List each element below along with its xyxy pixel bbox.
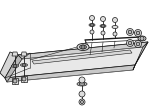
Ellipse shape: [138, 36, 146, 41]
Circle shape: [81, 45, 85, 49]
Polygon shape: [21, 52, 27, 56]
Ellipse shape: [112, 26, 118, 28]
Ellipse shape: [89, 24, 95, 27]
Polygon shape: [12, 78, 18, 84]
Circle shape: [101, 31, 105, 35]
Ellipse shape: [77, 43, 89, 51]
Circle shape: [79, 99, 85, 105]
Circle shape: [135, 29, 141, 37]
Polygon shape: [5, 42, 148, 78]
Circle shape: [80, 100, 84, 103]
Polygon shape: [5, 65, 135, 82]
Ellipse shape: [77, 82, 87, 86]
Polygon shape: [21, 76, 27, 82]
Circle shape: [22, 77, 26, 81]
Circle shape: [136, 42, 140, 46]
Circle shape: [136, 31, 140, 35]
Circle shape: [135, 41, 141, 47]
Circle shape: [100, 16, 105, 22]
Polygon shape: [5, 55, 22, 82]
Ellipse shape: [20, 64, 28, 67]
Ellipse shape: [101, 25, 105, 27]
Polygon shape: [12, 52, 18, 56]
Circle shape: [79, 77, 85, 83]
Ellipse shape: [12, 65, 19, 68]
Polygon shape: [0, 52, 18, 78]
Circle shape: [13, 79, 17, 83]
Ellipse shape: [79, 83, 85, 85]
Circle shape: [113, 32, 117, 36]
Circle shape: [128, 30, 132, 34]
Circle shape: [90, 30, 94, 34]
Ellipse shape: [13, 65, 17, 67]
Ellipse shape: [100, 25, 106, 28]
Circle shape: [79, 91, 85, 97]
Circle shape: [128, 41, 132, 45]
Circle shape: [140, 37, 144, 41]
Ellipse shape: [80, 45, 87, 49]
Polygon shape: [18, 42, 148, 59]
Circle shape: [89, 15, 95, 20]
Circle shape: [127, 28, 133, 36]
Circle shape: [112, 17, 117, 23]
Polygon shape: [32, 50, 132, 64]
Ellipse shape: [90, 24, 94, 26]
Ellipse shape: [22, 64, 26, 66]
Circle shape: [127, 40, 133, 46]
Polygon shape: [133, 42, 148, 70]
